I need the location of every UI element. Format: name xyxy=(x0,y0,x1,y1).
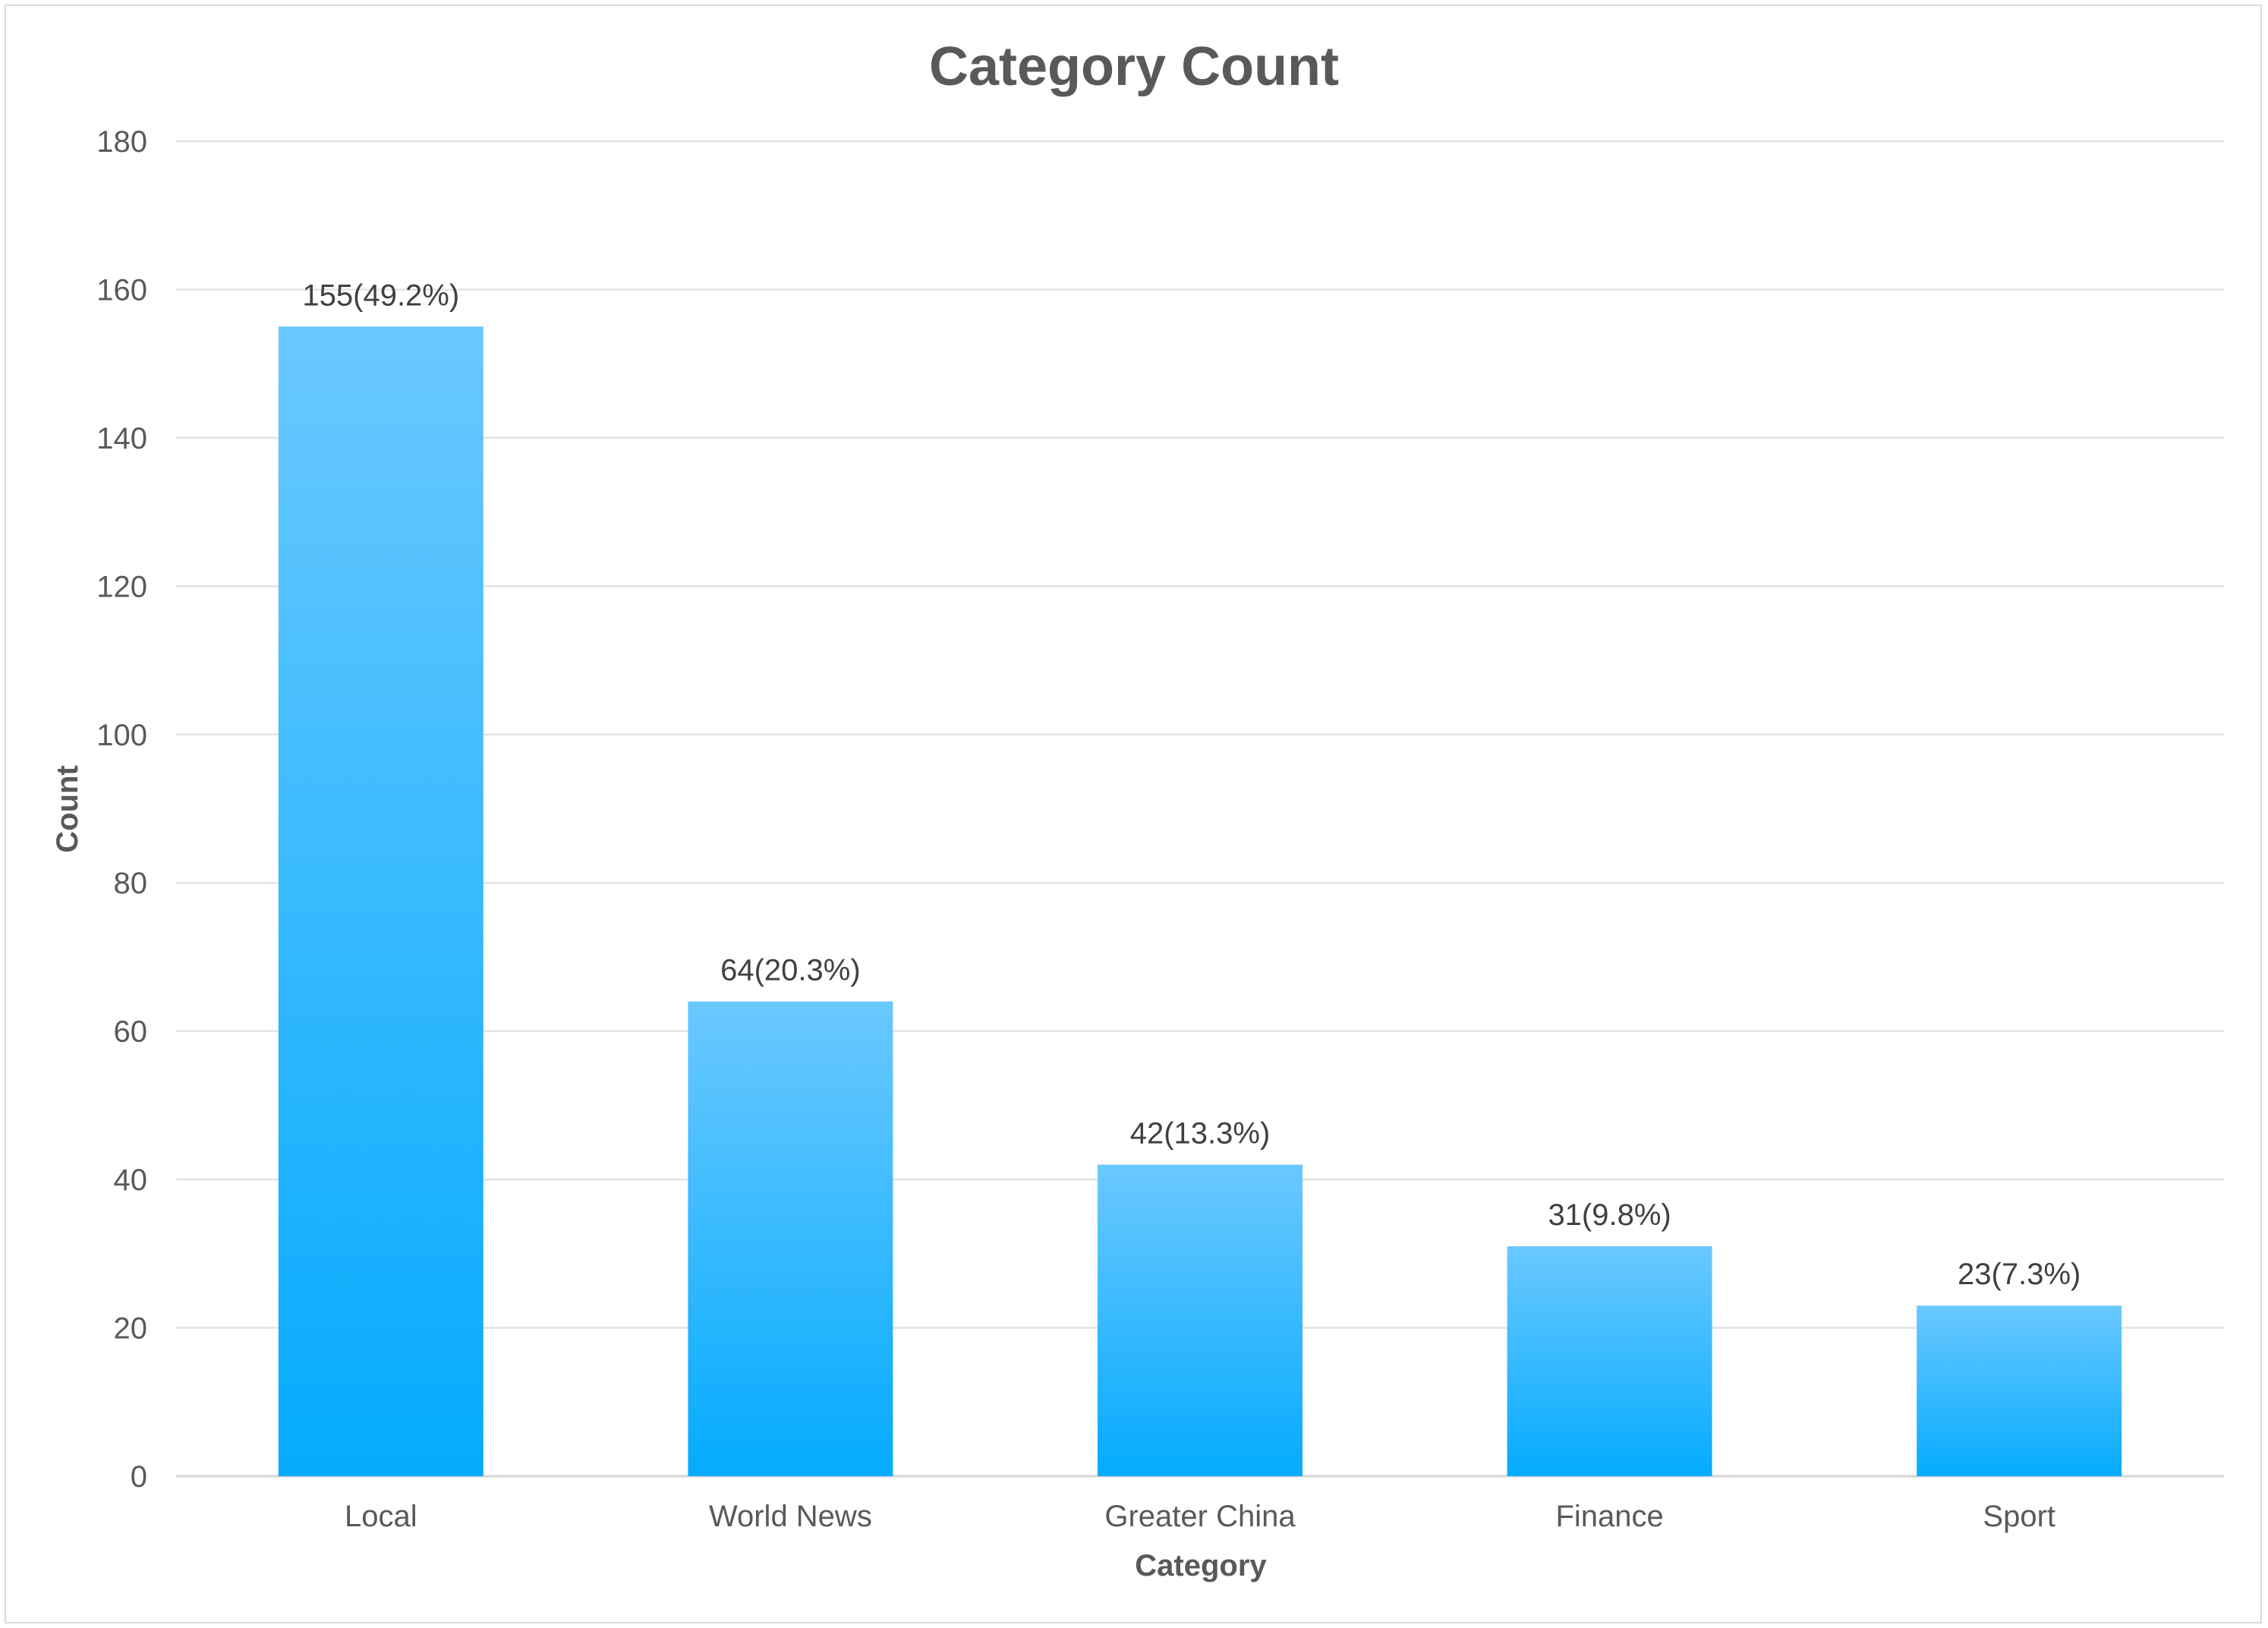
y-tick-label: 180 xyxy=(96,125,147,159)
x-tick-label: Sport xyxy=(1983,1500,2055,1533)
data-labels: 155(49.2%) 64(20.3%) 42(13.3%) 31(9.8%) 23(7… xyxy=(302,279,2081,1291)
x-tick-label: World News xyxy=(709,1500,872,1533)
data-label: 42(13.3%) xyxy=(1130,1117,1271,1151)
bars xyxy=(278,326,2122,1476)
y-tick-label: 20 xyxy=(114,1312,148,1346)
data-label: 155(49.2%) xyxy=(302,279,459,312)
bar-finance xyxy=(1507,1246,1712,1476)
bar-sport xyxy=(1917,1305,2122,1476)
data-label: 64(20.3%) xyxy=(720,954,861,987)
y-tick-label: 160 xyxy=(96,273,147,307)
y-tick-label: 140 xyxy=(96,422,147,455)
y-axis-title: Count xyxy=(51,765,84,853)
y-tick-label: 120 xyxy=(96,570,147,603)
bar-greater-china xyxy=(1098,1164,1303,1476)
x-tick-label: Local xyxy=(345,1500,417,1533)
x-tick-label: Finance xyxy=(1555,1500,1663,1533)
y-tick-label: 80 xyxy=(114,867,148,900)
data-label: 23(7.3%) xyxy=(1958,1258,2081,1291)
chart-title: Category Count xyxy=(929,36,1339,97)
y-tick-label: 40 xyxy=(114,1164,148,1197)
y-axis-ticks: 0 20 40 60 80 100 120 140 160 180 xyxy=(96,125,147,1494)
bar-local xyxy=(278,326,484,1476)
bar-world-news xyxy=(688,1001,893,1476)
y-tick-label: 0 xyxy=(131,1460,147,1494)
x-axis-ticks: Local World News Greater China Finance Sport xyxy=(345,1500,2055,1533)
y-tick-label: 60 xyxy=(114,1016,148,1049)
y-tick-label: 100 xyxy=(96,719,147,752)
gridlines xyxy=(176,140,2224,1478)
data-label: 31(9.8%) xyxy=(1548,1198,1671,1232)
x-tick-label: Greater China xyxy=(1104,1500,1296,1533)
x-axis-title: Category xyxy=(1135,1549,1267,1582)
